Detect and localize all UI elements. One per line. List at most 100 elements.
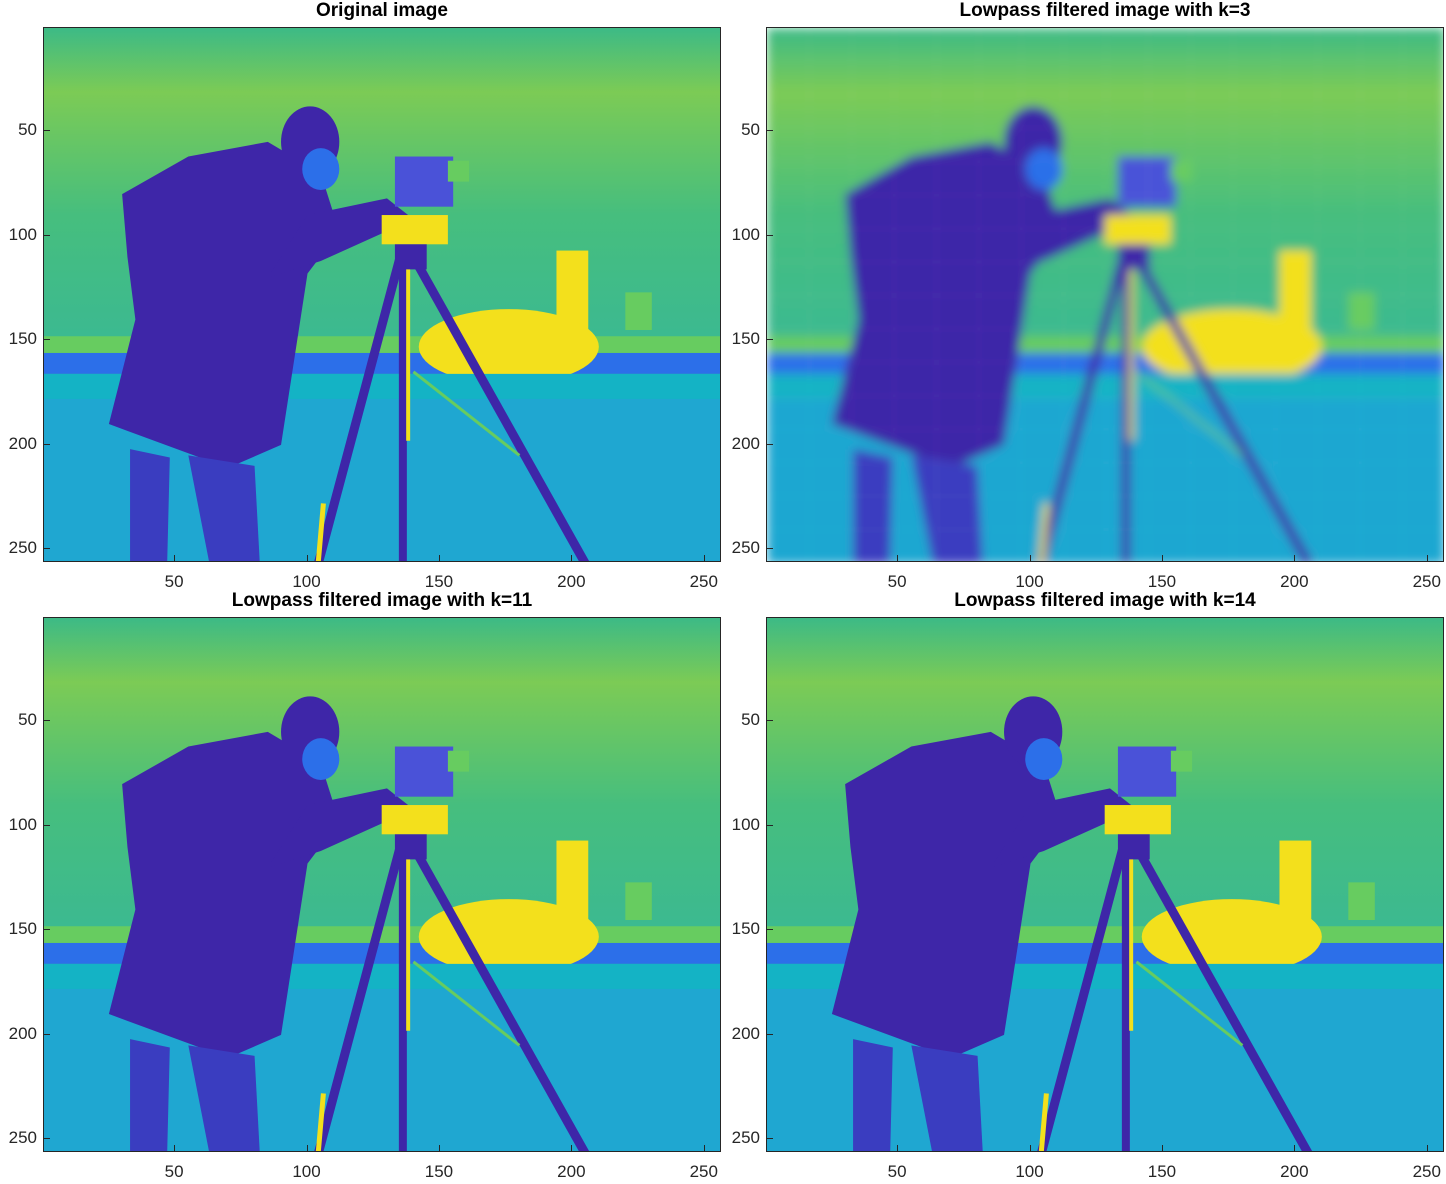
tripod-foot bbox=[1038, 503, 1049, 561]
cameraman-scene bbox=[44, 618, 720, 1151]
x-tick-label: 150 bbox=[424, 1162, 454, 1181]
x-tick-mark bbox=[1426, 1145, 1428, 1152]
tripod-brace bbox=[412, 960, 521, 1047]
camera-body bbox=[1117, 156, 1177, 207]
y-tick-label: 100 bbox=[8, 224, 37, 244]
y-tick-label: 50 bbox=[18, 120, 37, 140]
cameraman-scene bbox=[767, 28, 1443, 561]
y-tick-mark bbox=[766, 234, 773, 236]
arm bbox=[267, 198, 414, 278]
y-tick-label: 150 bbox=[731, 329, 760, 349]
x-tick-label: 100 bbox=[1015, 572, 1044, 591]
y-tick-mark bbox=[43, 824, 50, 826]
x-tick-label: 250 bbox=[1412, 572, 1441, 591]
y-tick-mark bbox=[766, 548, 773, 550]
coat bbox=[108, 731, 340, 1058]
tripod-brace bbox=[1135, 960, 1244, 1047]
image-canvas bbox=[767, 618, 1443, 1151]
y-tick-mark bbox=[43, 1033, 50, 1035]
y-tick-mark bbox=[43, 1138, 50, 1140]
leg-left bbox=[853, 449, 893, 561]
y-tick-label: 250 bbox=[8, 1128, 37, 1148]
cameraman-scene bbox=[767, 618, 1443, 1151]
tripod-foot bbox=[315, 503, 326, 561]
y-tick-label: 250 bbox=[8, 538, 37, 558]
x-tick-label: 200 bbox=[557, 1162, 586, 1181]
camera-mount bbox=[1104, 805, 1171, 835]
x-tick-label: 200 bbox=[1280, 1162, 1309, 1181]
x-tick-mark bbox=[438, 1145, 440, 1152]
y-tick-mark bbox=[766, 1033, 773, 1035]
y-tick-label: 50 bbox=[741, 710, 760, 730]
face bbox=[302, 148, 340, 190]
arm bbox=[990, 788, 1137, 868]
x-tick-mark bbox=[1029, 1145, 1031, 1152]
leg-left bbox=[130, 1039, 170, 1151]
x-tick-mark bbox=[1029, 555, 1031, 562]
coat bbox=[108, 141, 340, 468]
leg-left bbox=[853, 1039, 893, 1151]
x-tick-mark bbox=[571, 1145, 573, 1152]
x-tick-mark bbox=[571, 555, 573, 562]
y-tick-mark bbox=[43, 130, 50, 132]
y-tick-label: 50 bbox=[741, 120, 760, 140]
arm bbox=[267, 788, 414, 868]
camera-lens bbox=[447, 750, 470, 772]
y-tick-mark bbox=[766, 720, 773, 722]
camera-mount bbox=[381, 805, 448, 835]
small-building bbox=[625, 292, 652, 330]
x-tick-label: 100 bbox=[1015, 1162, 1044, 1181]
tripod-head bbox=[394, 244, 427, 270]
x-tick-mark bbox=[703, 1145, 705, 1152]
tripod-leg-left bbox=[1037, 845, 1128, 1151]
x-tick-mark bbox=[174, 555, 176, 562]
x-tick-label: 200 bbox=[1280, 572, 1309, 591]
y-tick-label: 100 bbox=[731, 814, 760, 834]
x-tick-label: 250 bbox=[689, 1162, 718, 1181]
coat bbox=[831, 141, 1063, 468]
x-tick-label: 50 bbox=[887, 572, 907, 591]
dct-block bbox=[1402, 529, 1443, 561]
y-tick-label: 200 bbox=[731, 433, 760, 453]
y-tick-label: 50 bbox=[18, 710, 37, 730]
camera-body bbox=[394, 156, 454, 207]
small-building bbox=[625, 882, 652, 920]
camera-lens bbox=[1170, 160, 1193, 182]
x-tick-mark bbox=[703, 555, 705, 562]
dome-building bbox=[1141, 899, 1322, 975]
tripod-leg-left bbox=[1037, 255, 1128, 561]
image-axes bbox=[43, 27, 721, 562]
y-tick-mark bbox=[43, 234, 50, 236]
cameraman-scene bbox=[44, 28, 720, 561]
small-building bbox=[1348, 292, 1375, 330]
x-tick-mark bbox=[1294, 555, 1296, 562]
camera-body bbox=[1117, 746, 1177, 797]
face bbox=[1025, 148, 1063, 190]
tripod-head bbox=[1117, 244, 1150, 270]
y-tick-label: 200 bbox=[731, 1023, 760, 1043]
x-tick-mark bbox=[1294, 1145, 1296, 1152]
subplot-title: Lowpass filtered image with k=11 bbox=[231, 590, 533, 611]
leg-right bbox=[911, 455, 983, 561]
x-tick-label: 150 bbox=[1147, 1162, 1177, 1181]
tripod-foot bbox=[315, 1093, 326, 1151]
tripod-foot bbox=[1038, 1093, 1049, 1151]
subplot-lowpass-k14: Lowpass filtered image with k=14 50 100 15… bbox=[732, 590, 1444, 1181]
y-tick-mark bbox=[766, 130, 773, 132]
small-building bbox=[1348, 882, 1375, 920]
tripod-head bbox=[1117, 834, 1150, 860]
subplot-title: Lowpass filtered image with k=3 bbox=[959, 0, 1251, 21]
x-tick-label: 100 bbox=[292, 1162, 321, 1181]
subplot-title: Lowpass filtered image with k=14 bbox=[954, 590, 1256, 611]
tripod-head bbox=[394, 834, 427, 860]
image-axes bbox=[43, 617, 721, 1152]
tripod-leg-right bbox=[409, 254, 590, 561]
leg-right bbox=[911, 1045, 983, 1151]
y-tick-mark bbox=[43, 339, 50, 341]
subplot-lowpass-k3: Lowpass filtered image with k=3 50 100 150… bbox=[732, 0, 1444, 591]
tripod-leg-right bbox=[1132, 844, 1313, 1151]
y-tick-mark bbox=[766, 1138, 773, 1140]
y-tick-label: 100 bbox=[731, 224, 760, 244]
camera-body bbox=[394, 746, 454, 797]
image-axes bbox=[766, 617, 1444, 1152]
